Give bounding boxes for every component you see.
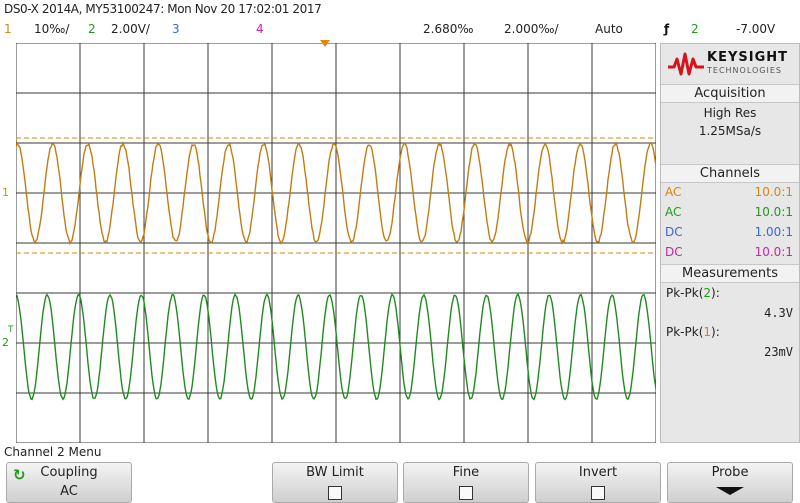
- measurement-2-label-suffix: ):: [711, 325, 720, 339]
- fine-checkbox[interactable]: [459, 486, 473, 500]
- acquisition-mode: High Res: [661, 106, 799, 120]
- keysight-logo-icon: [667, 50, 705, 78]
- acquisition-rate: 1.25MSa/s: [661, 124, 799, 138]
- ch2-number: 2: [88, 22, 96, 36]
- measurement-2-value: 23mV: [764, 345, 793, 359]
- time-scale: 2.000‰/: [504, 22, 559, 36]
- ch2-scale: 2.00V/: [111, 22, 150, 36]
- channel-coupling: AC: [665, 205, 681, 219]
- ch4-number: 4: [256, 22, 264, 36]
- ch1-ground-marker[interactable]: 1: [2, 186, 9, 199]
- time-reference: 2.680‰: [423, 22, 473, 36]
- trigger-position-icon: [320, 40, 330, 47]
- measurement-1-label-prefix: Pk-Pk(: [666, 286, 703, 300]
- channel-probe-ratio: 10.0:1: [755, 245, 793, 259]
- coupling-softkey[interactable]: ↻ Coupling AC: [6, 462, 132, 503]
- measurement-1-label-suffix: ):: [711, 286, 720, 300]
- measurement-2-label-prefix: Pk-Pk(: [666, 325, 703, 339]
- measurement-1-label: Pk-Pk(2):: [666, 286, 720, 300]
- ch1-number: 1: [4, 22, 12, 36]
- trigger-level-marker[interactable]: T: [8, 325, 14, 335]
- status-row: 1 10‰/ 2 2.00V/ 3 4 2.680‰ 2.000‰/ Auto …: [0, 22, 800, 40]
- channel-row: DC 10.0:1: [665, 245, 793, 263]
- brand-name: KEYSIGHT: [707, 50, 788, 65]
- invert-softkey[interactable]: Invert: [535, 462, 661, 503]
- measurement-1-channel: 2: [703, 286, 711, 300]
- acquisition-title: Acquisition: [661, 84, 799, 103]
- measurements-title: Measurements: [661, 264, 799, 283]
- trigger-level: -7.00V: [736, 22, 775, 36]
- probe-softkey[interactable]: Probe: [667, 462, 793, 503]
- channel-probe-ratio: 10.0:1: [755, 185, 793, 199]
- channel-coupling: DC: [665, 245, 683, 259]
- grid-lines: [16, 43, 656, 443]
- channel-row: DC 1.00:1: [665, 225, 793, 243]
- channels-title: Channels: [661, 164, 799, 183]
- brand-sub: TECHNOLOGIES: [707, 66, 782, 75]
- channel-coupling: AC: [665, 185, 681, 199]
- measurement-2-label: Pk-Pk(1):: [666, 325, 720, 339]
- channel-probe-ratio: 1.00:1: [755, 225, 793, 239]
- scope-graticule[interactable]: [16, 43, 656, 443]
- menu-title: Channel 2 Menu: [4, 445, 101, 459]
- info-panel: KEYSIGHT TECHNOLOGIES Acquisition High R…: [660, 43, 800, 443]
- channel-probe-ratio: 10.0:1: [755, 205, 793, 219]
- invert-label: Invert: [536, 465, 660, 480]
- scope-title: DS0-X 2014A, MY53100247: Mon Nov 20 17:0…: [4, 2, 321, 16]
- coupling-value: AC: [7, 484, 131, 499]
- trigger-slope-icon: ƒ: [664, 22, 669, 36]
- submenu-arrow-icon: [716, 487, 744, 495]
- coupling-label: Coupling: [7, 465, 131, 480]
- ch3-number: 3: [172, 22, 180, 36]
- bw-limit-label: BW Limit: [273, 465, 397, 480]
- fine-label: Fine: [404, 465, 528, 480]
- measurement-2-channel: 1: [703, 325, 711, 339]
- measurement-1-value: 4.3V: [764, 306, 793, 320]
- bw-limit-softkey[interactable]: BW Limit: [272, 462, 398, 503]
- ch1-scale: 10‰/: [34, 22, 69, 36]
- ch2-ground-marker[interactable]: 2: [2, 336, 9, 349]
- channel-row: AC 10.0:1: [665, 205, 793, 223]
- channel-coupling: DC: [665, 225, 683, 239]
- channel-row: AC 10.0:1: [665, 185, 793, 203]
- trigger-source: 2: [691, 22, 699, 36]
- trigger-mode: Auto: [595, 22, 623, 36]
- fine-softkey[interactable]: Fine: [403, 462, 529, 503]
- invert-checkbox[interactable]: [591, 486, 605, 500]
- probe-label: Probe: [668, 465, 792, 480]
- bw-limit-checkbox[interactable]: [328, 486, 342, 500]
